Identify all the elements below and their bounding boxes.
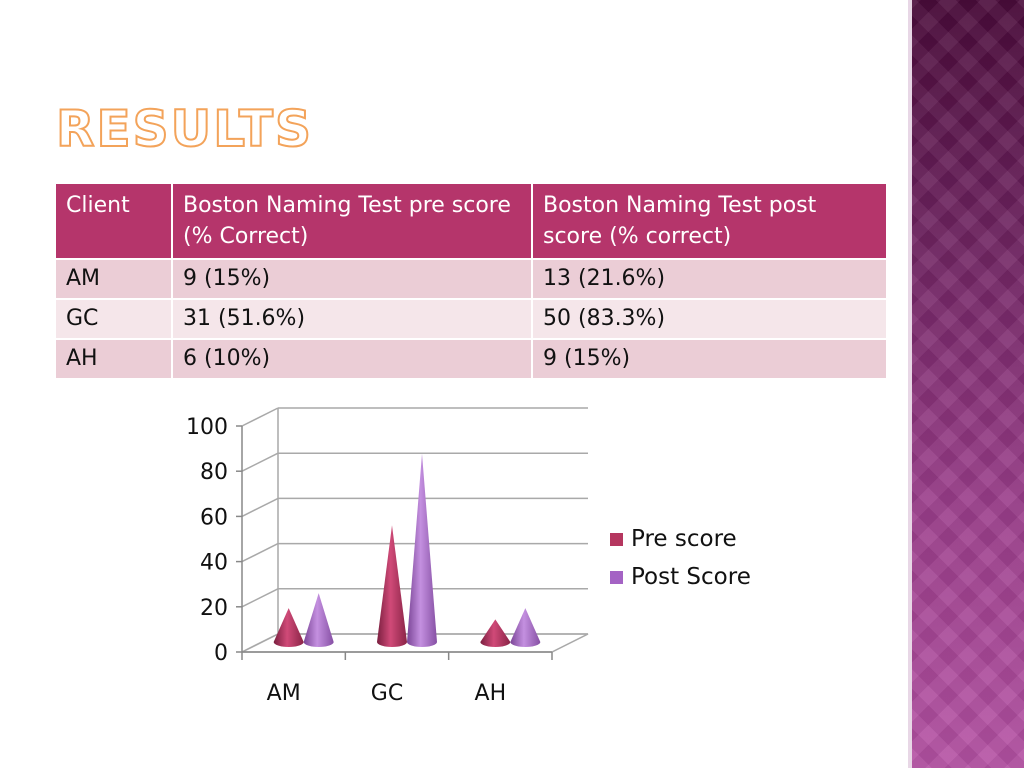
cell-post: 13 (21.6%) [532,258,888,299]
results-table: Client Boston Naming Test pre score (% C… [56,184,888,378]
x-tick-label: GC [371,681,403,706]
cone-body [510,608,541,647]
legend-swatch-pre [610,532,623,546]
cone-body [273,608,304,647]
cone-body [407,453,437,647]
slide-title: RESULTS [55,99,313,159]
y-tick-label: 20 [200,596,228,621]
grid-diagonal [241,407,279,427]
table-header-row: Client Boston Naming Test pre score (% C… [56,184,888,259]
cell-pre: 31 (51.6%) [172,298,533,339]
grid-diagonal [241,588,279,608]
grid-diagonal [241,497,279,518]
cell-client: AH [56,338,173,378]
header-client: Client [56,184,173,259]
y-tick-label: 40 [200,551,228,576]
cone-body [303,593,334,647]
legend-label-post: Post Score [631,564,751,590]
y-tick-label: 100 [186,415,228,440]
cell-client: GC [56,298,173,339]
cell-post: 9 (15%) [532,338,888,378]
y-tick-label: 0 [214,641,228,666]
cone-chart: 0 20 40 60 80 100 AM GC AH [186,407,589,706]
cone-body [480,619,511,647]
chart-legend: Pre score Post Score [610,520,751,596]
header-post-score: Boston Naming Test post score (% correct… [532,184,888,259]
legend-item-post: Post Score [610,558,751,596]
header-pre-score: Boston Naming Test pre score (% Correct) [172,184,533,259]
cell-pre: 6 (10%) [172,338,533,378]
legend-item-pre: Pre score [610,520,751,558]
cell-client: AM [56,258,173,299]
cone-post-ah [510,608,541,647]
side-divider [908,0,912,768]
cone-body [377,525,407,647]
y-tick-label: 80 [200,460,228,485]
table-row: AH 6 (10%) 9 (15%) [56,338,888,378]
x-tick-label: AM [267,681,301,706]
cone-pre-am [273,608,304,647]
cell-pre: 9 (15%) [172,258,533,299]
cone-post-am [303,593,334,647]
cone-post-gc [407,453,437,647]
legend-swatch-post [610,570,623,584]
cone-pre-gc [377,525,407,647]
x-tick-label: AH [475,681,507,706]
grid-diagonal [241,542,279,563]
y-tick-label: 60 [200,505,228,530]
cone-pre-ah [480,619,511,647]
grid-diagonal [241,452,279,472]
table-row: AM 9 (15%) 13 (21.6%) [56,258,888,299]
cell-post: 50 (83.3%) [532,298,888,339]
decorative-side-band [912,0,1024,768]
legend-label-pre: Pre score [631,526,737,552]
table-row: GC 31 (51.6%) 50 (83.3%) [56,298,888,339]
